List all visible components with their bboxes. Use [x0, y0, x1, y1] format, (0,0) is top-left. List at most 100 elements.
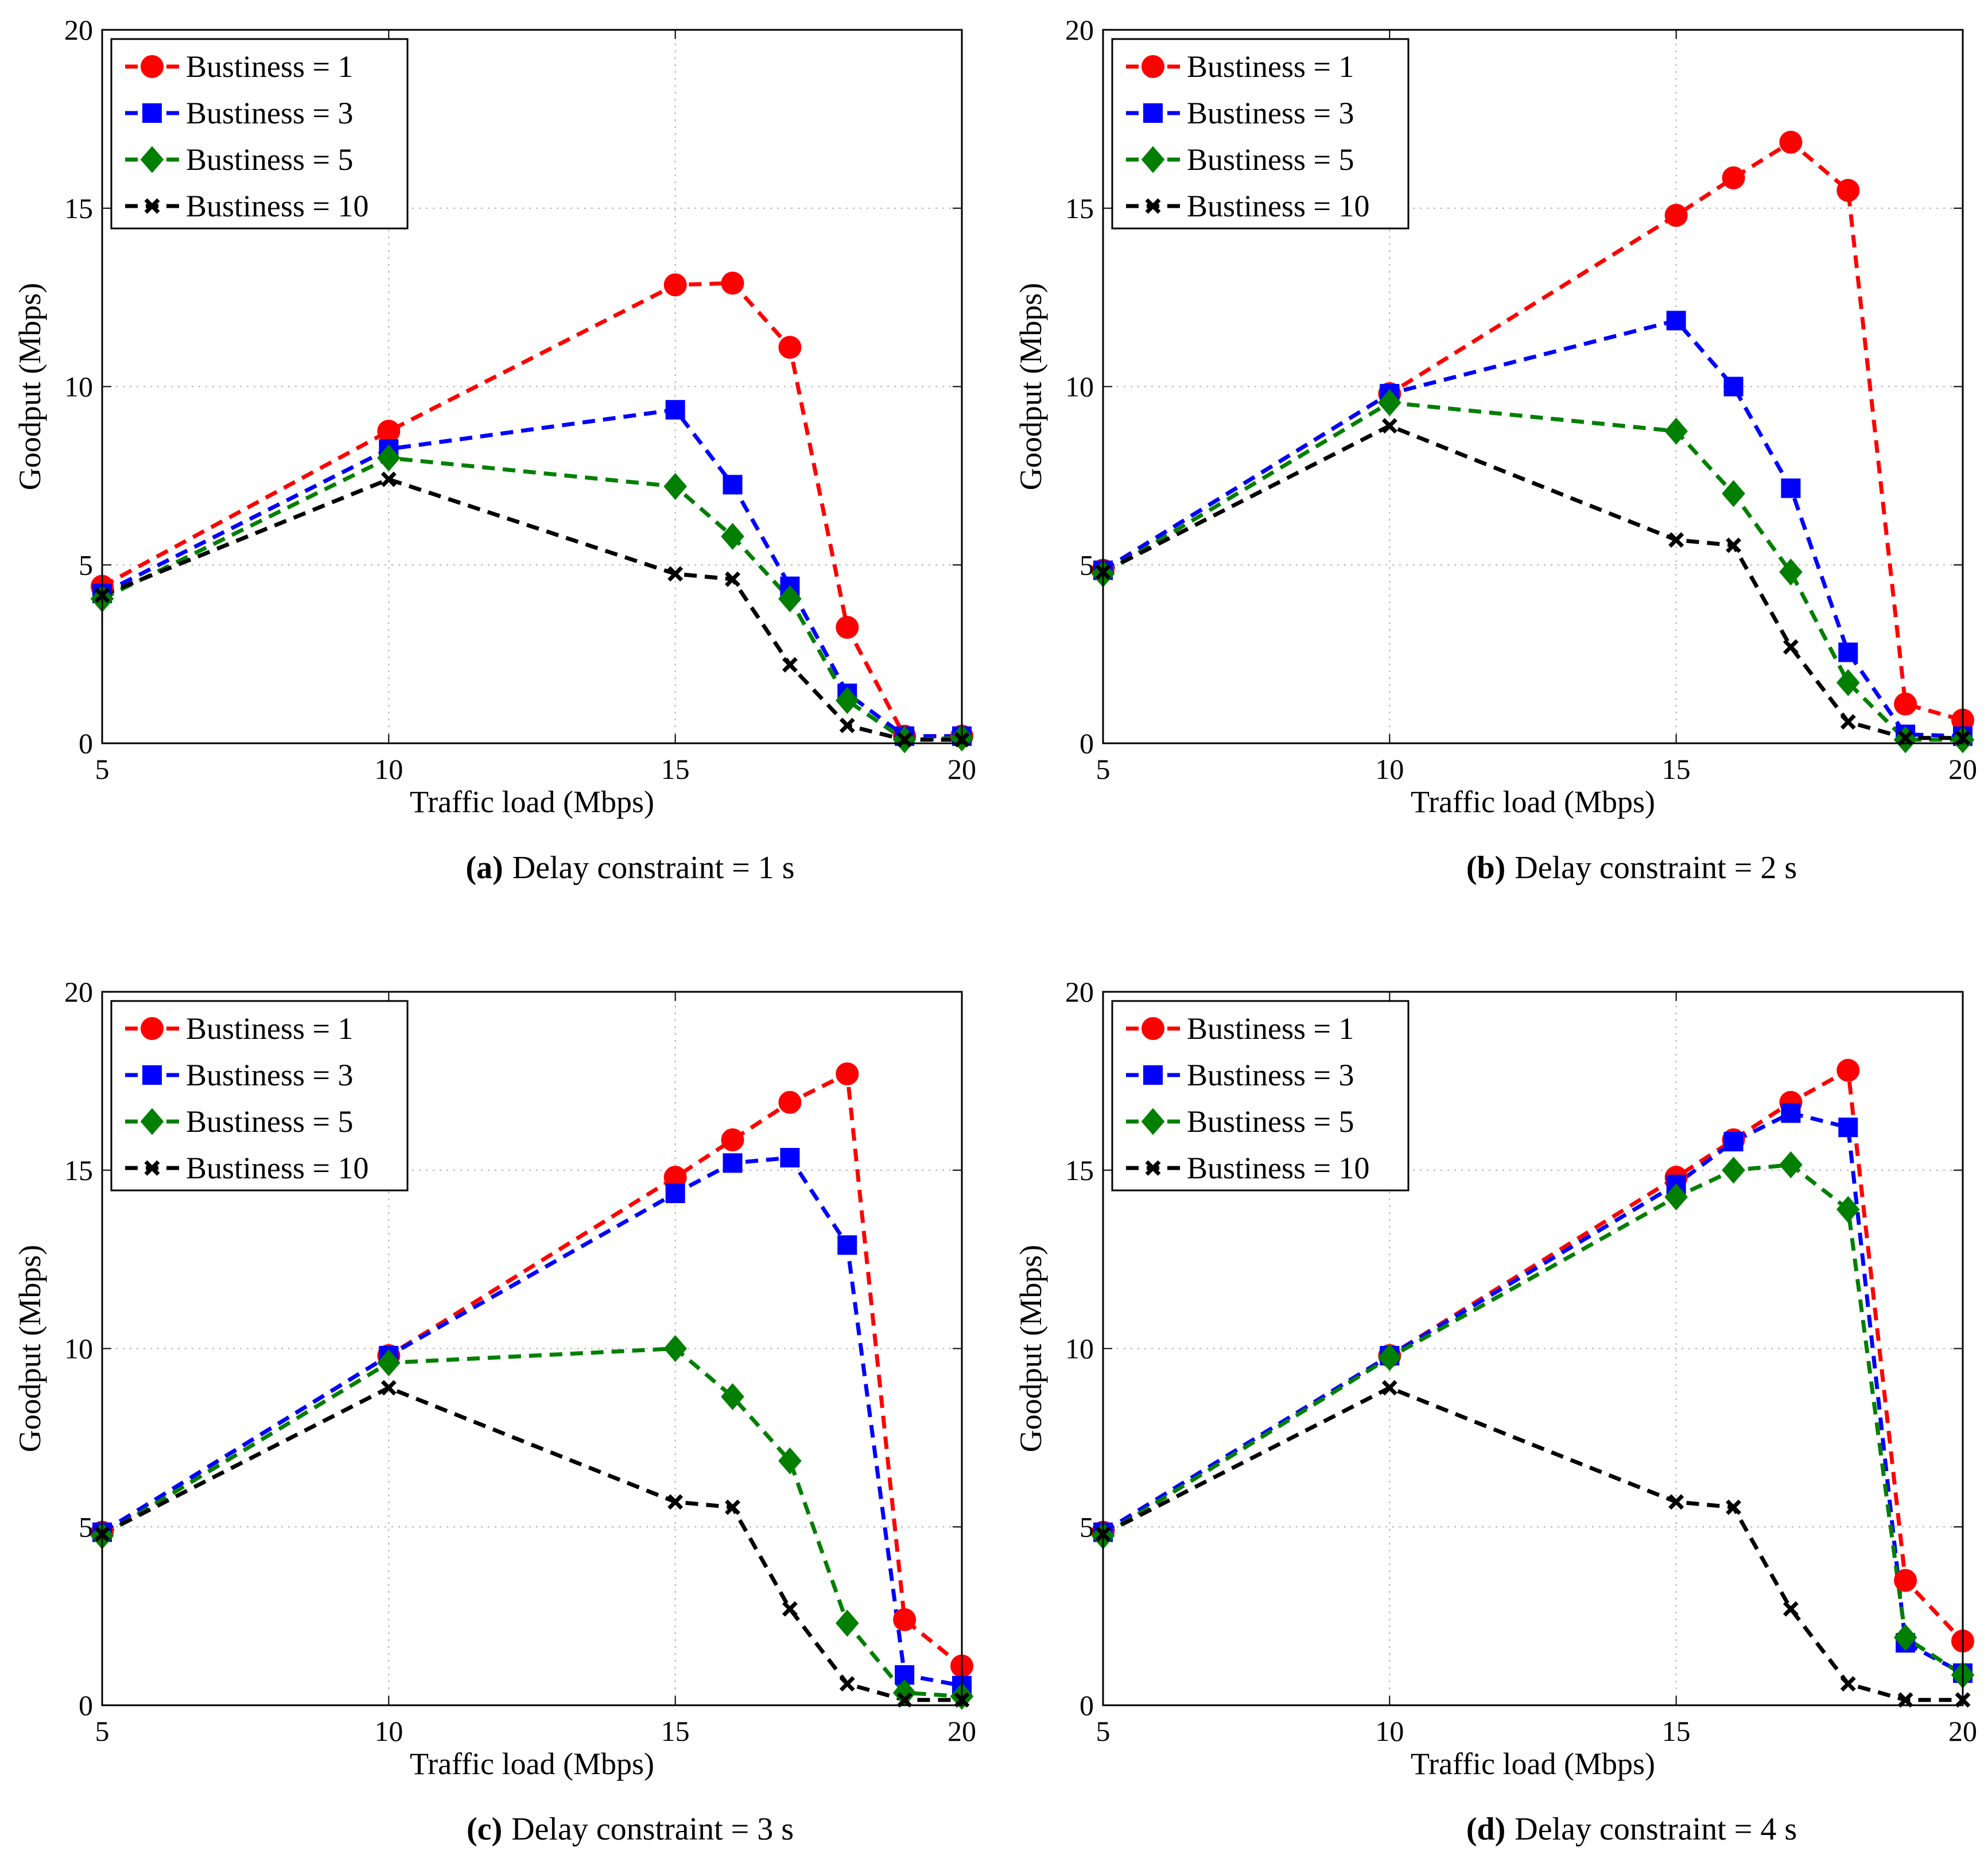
data-point-s4-4 [1783, 639, 1799, 655]
y-tick-label: 20 [64, 976, 93, 1008]
panel-caption: (d) Delay constraint = 4 s [1466, 1811, 1797, 1847]
data-point-s2-5 [1838, 642, 1858, 662]
legend-marker-1 [141, 1017, 164, 1040]
legend-marker-3 [1141, 1108, 1165, 1135]
data-point-s1-1 [377, 420, 401, 443]
data-point-s4-5 [839, 1676, 855, 1692]
y-tick-label: 5 [1080, 549, 1094, 581]
y-tick-label: 20 [1065, 976, 1094, 1008]
legend-marker-4 [1145, 1160, 1161, 1176]
x-tick-label: 5 [95, 1715, 110, 1747]
data-point-s4-3 [1726, 1499, 1742, 1515]
legend-marker-2 [1143, 1065, 1163, 1085]
data-point-s4-4 [782, 657, 798, 673]
series-line-3 [101, 1346, 962, 1698]
data-point-s3-1 [1378, 389, 1401, 416]
x-tick-label: 10 [1375, 1715, 1404, 1747]
panel-caption-label: (c) [467, 1811, 502, 1847]
data-point-s3-3 [721, 1383, 744, 1410]
data-point-s2-4 [1781, 1103, 1801, 1123]
x-axis-label: Traffic load (Mbps) [410, 1747, 654, 1781]
data-point-s1-5 [1836, 1058, 1860, 1082]
data-point-s2-3 [1723, 377, 1744, 397]
y-tick-label: 5 [79, 549, 93, 581]
data-point-s3-3 [1722, 1157, 1745, 1184]
legend-label-4: Bustiness = 10 [1187, 189, 1370, 223]
data-point-s4-4 [1783, 1601, 1799, 1617]
data-point-s3-3 [1722, 480, 1745, 507]
legend-label-4: Bustiness = 10 [1187, 1151, 1370, 1185]
data-point-s3-5 [1836, 1196, 1860, 1223]
x-tick-label: 20 [948, 1715, 976, 1747]
data-point-s4-1 [1381, 1380, 1397, 1396]
legend-label-4: Bustiness = 10 [186, 189, 369, 223]
y-tick-label: 10 [64, 1333, 93, 1365]
x-tick-label: 10 [1375, 753, 1404, 785]
y-tick-label: 20 [64, 14, 93, 46]
panel-caption-label: (a) [465, 850, 503, 886]
data-point-s4-6 [896, 1692, 913, 1708]
x-tick-label: 5 [95, 753, 110, 785]
data-point-s2-3 [723, 475, 743, 495]
data-point-s3-4 [1779, 558, 1803, 586]
y-tick-label: 15 [1065, 1154, 1094, 1186]
data-point-s4-3 [725, 571, 741, 587]
data-point-s4-2 [1668, 532, 1684, 548]
series-line-1 [1102, 139, 1963, 722]
legend-label-1: Bustiness = 1 [186, 1011, 354, 1046]
legend-label-2: Bustiness = 3 [1187, 1058, 1354, 1092]
y-axis-label: Goodput (Mbps) [13, 1245, 47, 1453]
data-point-s3-5 [835, 1609, 859, 1637]
series-line-1 [101, 1070, 964, 1668]
x-tick-label: 20 [948, 753, 976, 785]
legend-label-2: Bustiness = 3 [186, 1058, 354, 1092]
series-line-3 [101, 456, 962, 742]
x-tick-label: 15 [661, 1715, 690, 1747]
x-axis-label: Traffic load (Mbps) [410, 785, 654, 819]
panel-caption-text: Delay constraint = 1 s [512, 850, 795, 886]
data-point-s1-2 [663, 273, 687, 297]
series-line-1 [101, 281, 962, 739]
data-point-s4-2 [1668, 1494, 1684, 1510]
data-point-s3-2 [663, 472, 687, 500]
data-point-s3-1 [1378, 1344, 1401, 1371]
panel-caption-label: (b) [1466, 850, 1505, 886]
y-tick-label: 15 [64, 1154, 93, 1186]
data-point-s4-1 [380, 471, 397, 487]
panel-caption: (c) Delay constraint = 3 s [467, 1811, 794, 1847]
series-line-3 [1102, 1162, 1964, 1677]
axes-frame [101, 991, 963, 1706]
legend-label-1: Bustiness = 1 [186, 49, 354, 84]
x-tick-label: 5 [1096, 753, 1111, 785]
data-point-s2-2 [665, 1184, 685, 1204]
legend-marker-4 [1145, 198, 1161, 214]
x-axis-label: Traffic load (Mbps) [1411, 785, 1655, 819]
panel-caption-text: Delay constraint = 3 s [511, 1811, 794, 1847]
y-tick-label: 15 [1065, 192, 1094, 224]
data-point-s2-5 [837, 1235, 857, 1255]
data-point-s1-5 [836, 616, 859, 639]
y-tick-label: 20 [1065, 14, 1094, 46]
y-tick-label: 0 [1080, 727, 1094, 759]
y-tick-label: 0 [79, 1689, 93, 1721]
data-point-s4-3 [1726, 537, 1742, 553]
data-point-s2-2 [665, 399, 685, 420]
data-point-s1-5 [836, 1062, 859, 1085]
data-point-s1-3 [721, 271, 744, 295]
y-tick-label: 10 [64, 371, 93, 403]
y-axis-label: Goodput (Mbps) [13, 283, 47, 491]
data-point-s3-4 [778, 1447, 802, 1475]
axes-frame [101, 29, 963, 744]
legend-label-3: Bustiness = 5 [1187, 1104, 1354, 1139]
data-point-s3-3 [721, 523, 744, 550]
data-point-s1-5 [1836, 179, 1860, 202]
x-tick-label: 15 [661, 753, 690, 785]
panel-caption-label: (d) [1466, 1811, 1505, 1847]
data-point-s3-1 [377, 444, 401, 472]
series-line-4 [101, 1386, 962, 1702]
x-tick-label: 20 [1948, 753, 1977, 785]
